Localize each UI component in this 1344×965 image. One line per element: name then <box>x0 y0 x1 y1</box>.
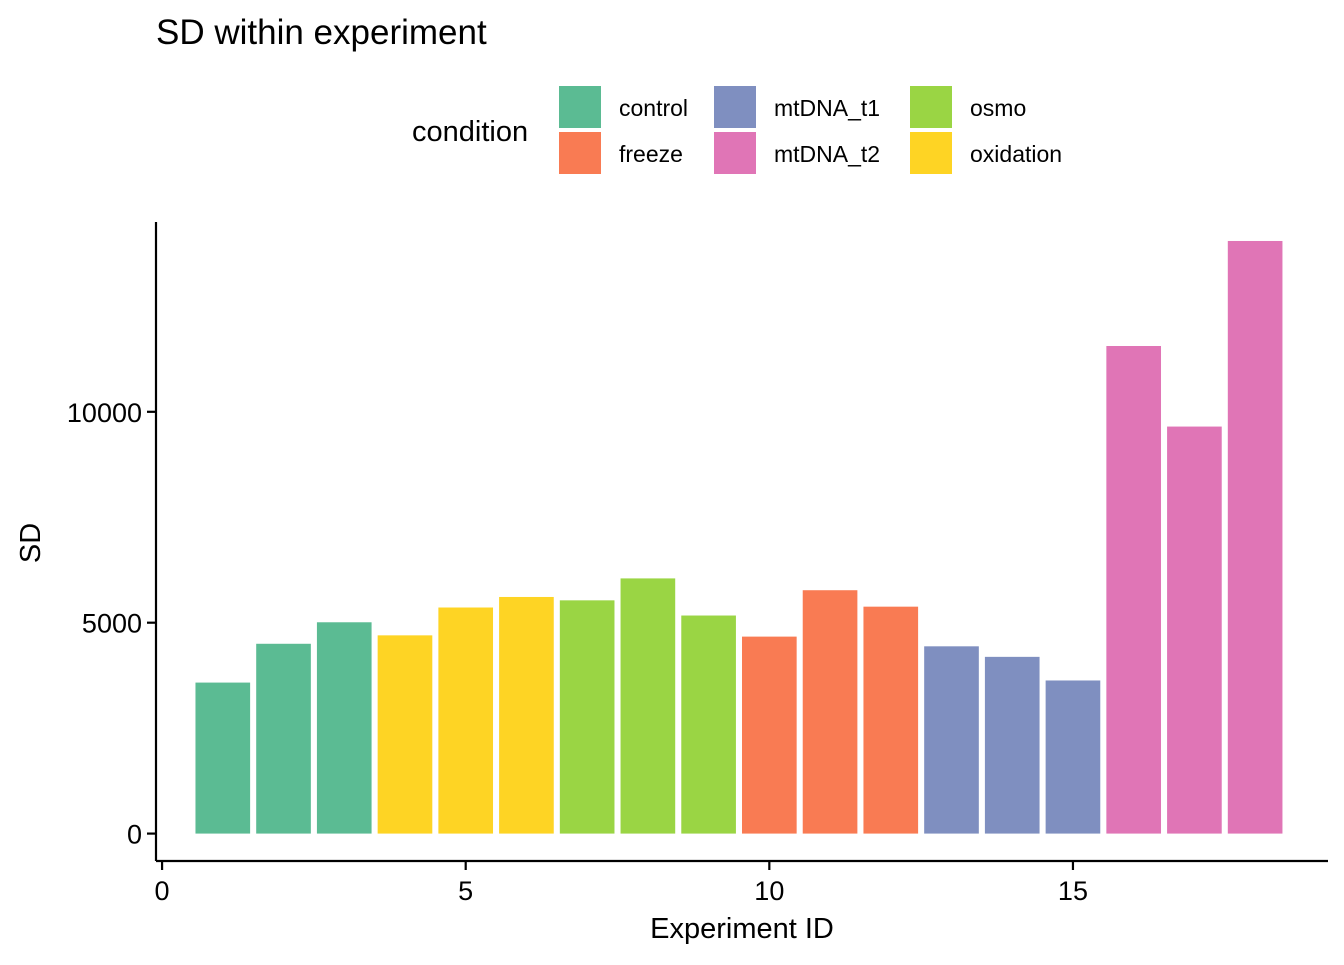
x-tick-label: 10 <box>754 876 784 906</box>
legend-label-control: control <box>619 95 688 121</box>
legend-title: condition <box>412 116 528 148</box>
bar-experiment-2 <box>256 643 311 834</box>
legend-swatch-osmo <box>910 86 952 128</box>
legend-swatch-freeze <box>559 132 601 174</box>
axes-group: 0 5 10 15 0 5000 10000 <box>67 222 1328 906</box>
legend: condition control freeze mtDNA_t1 mtDNA_t2 o… <box>412 86 1062 174</box>
legend-swatch-oxidation <box>910 132 952 174</box>
x-axis-label: Experiment ID <box>650 913 834 945</box>
legend-label-oxidation: oxidation <box>970 141 1062 167</box>
legend-swatch-mtDNA_t1 <box>714 86 756 128</box>
legend-swatch-control <box>559 86 601 128</box>
bar-experiment-3 <box>316 622 372 834</box>
bar-experiment-7 <box>559 600 615 834</box>
bar-experiment-5 <box>438 607 494 834</box>
bar-experiment-15 <box>1045 680 1101 834</box>
legend-label-freeze: freeze <box>619 141 683 167</box>
legend-label-mtDNA_t1: mtDNA_t1 <box>774 95 880 121</box>
x-tick-label: 15 <box>1058 876 1088 906</box>
bars-group <box>195 240 1283 834</box>
y-tick-label: 0 <box>127 820 142 850</box>
bar-experiment-13 <box>924 646 979 834</box>
y-tick-label: 5000 <box>82 609 142 639</box>
bar-experiment-18 <box>1227 240 1283 834</box>
bar-experiment-4 <box>377 635 433 834</box>
bar-experiment-6 <box>499 596 554 834</box>
legend-label-mtDNA_t2: mtDNA_t2 <box>774 141 880 167</box>
x-tick-label: 0 <box>155 876 170 906</box>
bar-experiment-17 <box>1167 426 1222 834</box>
y-axis-label: SD <box>15 523 47 563</box>
bar-experiment-8 <box>620 578 676 834</box>
legend-label-osmo: osmo <box>970 95 1026 121</box>
x-tick-label: 5 <box>458 876 473 906</box>
chart-title: SD within experiment <box>156 13 487 52</box>
bar-experiment-14 <box>984 656 1040 834</box>
bar-experiment-16 <box>1106 346 1162 834</box>
bar-experiment-10 <box>742 636 797 834</box>
bar-experiment-11 <box>802 590 858 834</box>
bar-experiment-9 <box>681 615 736 834</box>
legend-swatch-mtDNA_t2 <box>714 132 756 174</box>
bar-experiment-12 <box>863 606 919 834</box>
y-tick-label: 10000 <box>67 398 142 428</box>
bar-experiment-1 <box>195 682 251 834</box>
